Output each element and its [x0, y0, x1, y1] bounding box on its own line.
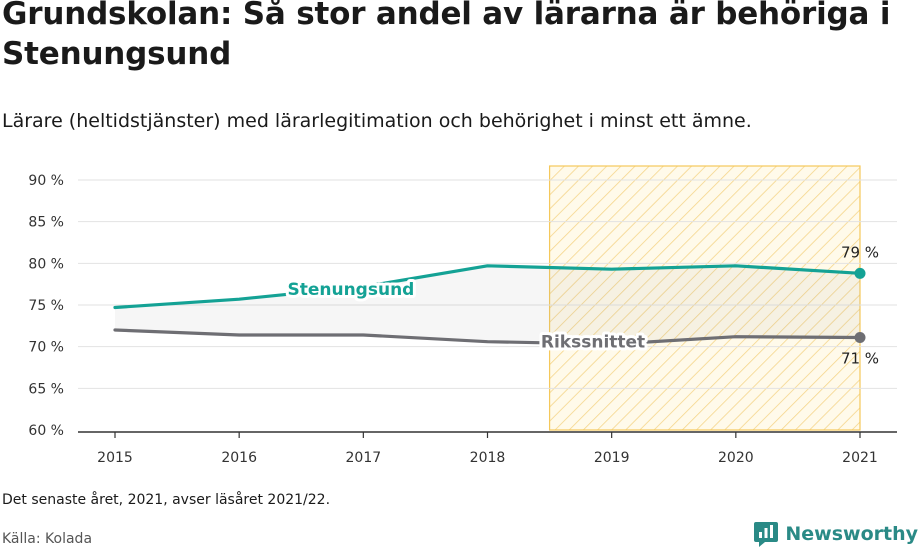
series-line-stenungsund	[113, 264, 862, 310]
end-value-label-stenungsund: 79 %	[841, 243, 879, 261]
series-label-stenungsund: Stenungsund	[287, 280, 414, 300]
x-tick-label: 2015	[97, 450, 133, 466]
y-tick-label: 60 %	[28, 423, 64, 439]
end-point-rikssnittet	[854, 332, 866, 343]
x-tick-label: 2020	[718, 450, 754, 466]
y-tick-label: 65 %	[28, 381, 64, 397]
series-line-rikssnittet	[113, 328, 862, 346]
y-tick-label: 75 %	[28, 298, 64, 314]
x-tick-label: 2019	[594, 450, 630, 466]
x-tick-label: 2016	[221, 450, 257, 466]
chart-subtitle: Lärare (heltidstjänster) med lärarlegiti…	[2, 110, 752, 132]
x-tick-label: 2017	[346, 450, 382, 466]
brand-name: Newsworthy	[785, 523, 918, 545]
line-chart: 2015 2016 2017 2018 2019 2020 2021 60 % 65 % 70 …	[28, 165, 897, 466]
brand-logo: Newsworthy	[753, 520, 918, 548]
y-tick-label: 90 %	[28, 173, 64, 189]
series-label-rikssnittet: Rikssnittet	[541, 333, 645, 353]
footnote: Det senaste året, 2021, avser läsåret 20…	[2, 492, 331, 508]
y-tick-label: 85 %	[28, 215, 64, 231]
x-tick-label: 2021	[842, 450, 878, 466]
y-tick-label: 80 %	[28, 256, 64, 272]
chart-title: Grundskolan: Så stor andel av lärarna är…	[2, 0, 891, 72]
end-value-label-rikssnittet: 71 %	[841, 350, 879, 368]
end-point-stenungsund	[854, 267, 866, 279]
highlight-period	[548, 165, 861, 431]
x-tick-label: 2018	[470, 450, 506, 466]
newsworthy-logo-icon	[754, 522, 779, 547]
y-tick-label: 70 %	[28, 340, 64, 356]
difference-band	[115, 265, 860, 345]
source-text: Källa: Kolada	[2, 531, 93, 547]
